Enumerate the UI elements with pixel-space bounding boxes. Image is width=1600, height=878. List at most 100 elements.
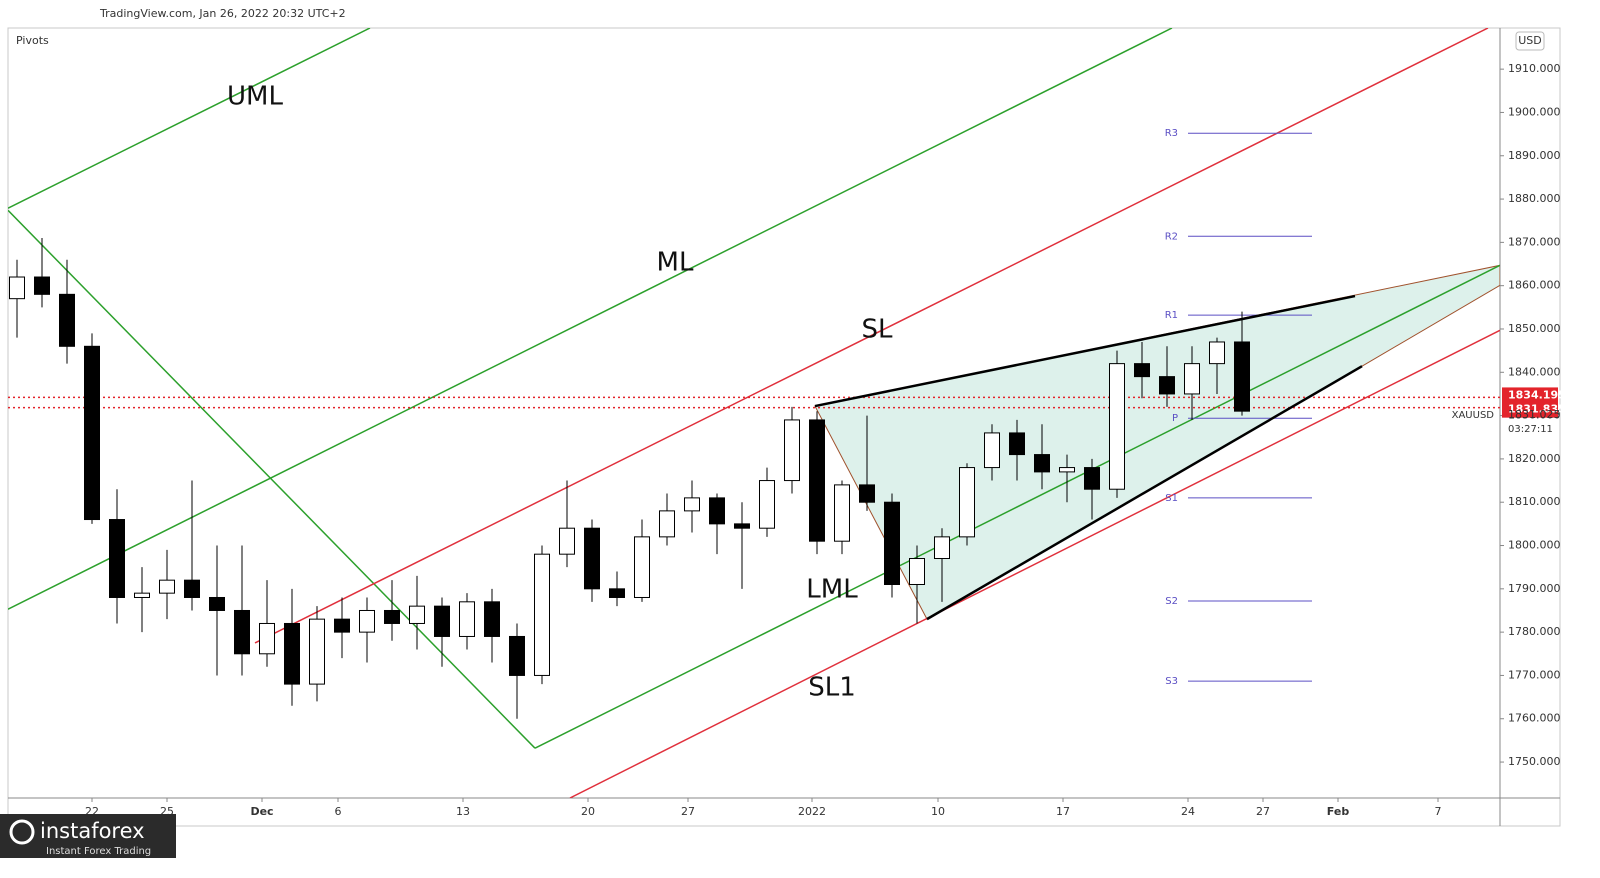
y-tick-label: 1810.000 xyxy=(1508,495,1561,508)
candle-body xyxy=(609,588,625,598)
pivot-label: P xyxy=(1172,413,1178,424)
countdown: 03:27:11 xyxy=(1508,424,1553,435)
candle-body xyxy=(259,622,275,655)
x-tick-label: 27 xyxy=(681,805,695,818)
y-tick-label: 1850.000 xyxy=(1508,322,1561,335)
candle-body xyxy=(734,523,750,529)
x-tick-label: 17 xyxy=(1056,805,1070,818)
x-tick-label: Dec xyxy=(250,805,273,818)
candle-body xyxy=(559,527,575,555)
y-tick-label: 1750.000 xyxy=(1508,755,1561,768)
y-tick-label: 1860.000 xyxy=(1508,279,1561,292)
wedge-upper xyxy=(814,294,1356,408)
candle-body xyxy=(909,558,925,585)
line-label: UML xyxy=(227,82,283,112)
candle-body xyxy=(234,609,250,655)
candle-body xyxy=(134,592,150,598)
candle-body xyxy=(984,432,1000,469)
y-tick-label: 1910.000 xyxy=(1508,62,1561,75)
pivot-label: S1 xyxy=(1165,493,1178,504)
y-tick-label: 1790.000 xyxy=(1508,582,1561,595)
candle-body xyxy=(784,419,800,482)
pitchfork-line xyxy=(254,28,1489,644)
candle-body xyxy=(384,609,400,624)
x-tick-label: 10 xyxy=(931,805,945,818)
price-tag-label: 1834.195 xyxy=(1508,388,1566,401)
candle-body xyxy=(1009,432,1025,456)
candle-body xyxy=(1234,341,1250,412)
candle-body xyxy=(859,484,875,503)
pivot-label: R2 xyxy=(1165,231,1178,242)
frame xyxy=(7,27,1561,827)
pivot-label: R3 xyxy=(1165,128,1178,139)
indicator-name: Pivots xyxy=(16,34,49,47)
y-tick-label: 1770.000 xyxy=(1508,668,1561,681)
candle-body xyxy=(84,345,100,521)
pitchfork-line xyxy=(8,28,371,209)
x-tick-label: 24 xyxy=(1181,805,1195,818)
y-tick-label: 1890.000 xyxy=(1508,149,1561,162)
y-tick-label: 1820.000 xyxy=(1508,452,1561,465)
candle-body xyxy=(334,618,350,633)
candle-body xyxy=(509,635,525,676)
candle-body xyxy=(759,480,775,529)
currency: USD xyxy=(1518,34,1542,47)
line-label: LML xyxy=(806,575,858,605)
price-tag-label: 1831.835 xyxy=(1508,403,1566,416)
y-tick-label: 1840.000 xyxy=(1508,365,1561,378)
pitchfork-line xyxy=(8,28,1173,610)
candle-body xyxy=(809,419,825,542)
pivot-label: S3 xyxy=(1165,676,1178,687)
candle-body xyxy=(209,596,225,611)
candle-body xyxy=(159,579,175,594)
candle-body xyxy=(709,497,725,525)
pitchfork-line xyxy=(534,264,1500,749)
candle-body xyxy=(584,527,600,590)
watermark-brand: instaforex xyxy=(40,819,145,843)
header: TradingView.com, Jan 26, 2022 20:32 UTC+… xyxy=(99,7,346,20)
candle-body xyxy=(634,536,650,598)
y-tick-label: 1800.000 xyxy=(1508,539,1561,552)
axes: 1750.000 1760.000 1770.000 1780.000 1790.000… xyxy=(85,62,1561,818)
y-tick-label: 1780.000 xyxy=(1508,625,1561,638)
last-price: 1831.025 xyxy=(1508,408,1561,421)
symbol-label: XAUUSD xyxy=(1452,410,1495,421)
watermark-icon xyxy=(9,819,35,845)
currency-box xyxy=(1515,31,1545,51)
candle-body xyxy=(9,276,25,300)
x-tick-label: 27 xyxy=(1256,805,1270,818)
y-tick-label: 1880.000 xyxy=(1508,192,1561,205)
x-tick-label: 13 xyxy=(456,805,470,818)
x-tick-label: 20 xyxy=(581,805,595,818)
price-tag xyxy=(1502,401,1558,418)
price-tag xyxy=(1502,387,1558,404)
plot xyxy=(8,28,1500,798)
candle-body xyxy=(1059,467,1075,473)
candle-body xyxy=(409,605,425,624)
candle-body xyxy=(934,536,950,560)
candle-body xyxy=(484,601,500,637)
x-tick-label: 2022 xyxy=(798,805,826,818)
candle-body xyxy=(1184,363,1200,395)
candle-body xyxy=(884,501,900,585)
candle-body xyxy=(1134,363,1150,378)
candle-body xyxy=(184,579,200,598)
candle-body xyxy=(109,519,125,598)
y-tick-label: 1760.000 xyxy=(1508,712,1561,725)
y-tick-label: 1900.000 xyxy=(1508,105,1561,118)
candle-body xyxy=(659,510,675,538)
line-label: SL1 xyxy=(808,673,856,703)
y-tick-label: 1870.000 xyxy=(1508,235,1561,248)
candle-body xyxy=(684,497,700,512)
wedge-lower xyxy=(926,365,1363,621)
candle-body xyxy=(1209,341,1225,365)
candle-body xyxy=(34,276,50,295)
pivot-label: S2 xyxy=(1165,596,1178,607)
candle-body xyxy=(834,484,850,542)
candle-body xyxy=(434,605,450,637)
candle-body xyxy=(1109,363,1125,490)
watermark-tagline: Instant Forex Trading xyxy=(46,846,151,857)
candle-body xyxy=(59,293,75,347)
line-label: SL xyxy=(862,315,894,345)
